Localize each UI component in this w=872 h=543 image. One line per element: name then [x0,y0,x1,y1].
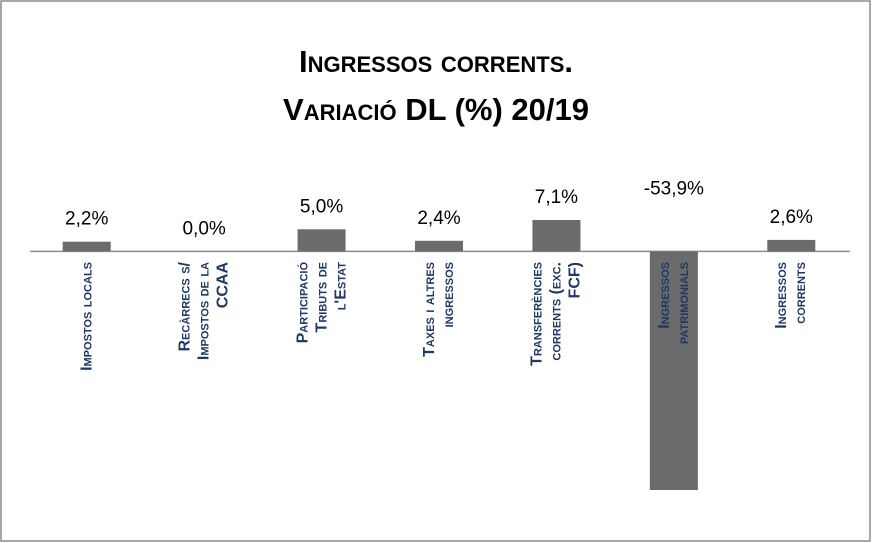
bar [532,220,581,252]
data-label: 2,4% [417,208,460,229]
data-label: 7,1% [535,187,578,208]
data-label: 2,2% [65,209,108,230]
bar [415,240,463,252]
bar [767,239,816,252]
data-label: 0,0% [182,218,225,239]
data-label: 2,6% [770,207,813,228]
x-tick-label: Transferències corrents (exc. FCF) [528,262,584,367]
x-tick-label: Recàrrecs s/ Impostos de la CCAA [176,262,232,361]
x-tick-label: Impostos locals [78,262,96,372]
x-tick-label: Taxes i altres ingressos [421,262,457,358]
data-label: 5,0% [300,196,343,217]
bar [62,241,111,252]
data-label: -53,9% [644,178,704,199]
bar [297,229,346,252]
chart-title: Ingressos corrents. Variació DL (%) 20/1… [283,44,589,127]
x-tick-label: Ingressos patrimonials [655,262,692,345]
x-tick-label: Ingressos corrents [773,262,810,330]
x-tick-label: Participació Tributs de l'Estat [294,262,350,344]
bar [649,251,698,490]
